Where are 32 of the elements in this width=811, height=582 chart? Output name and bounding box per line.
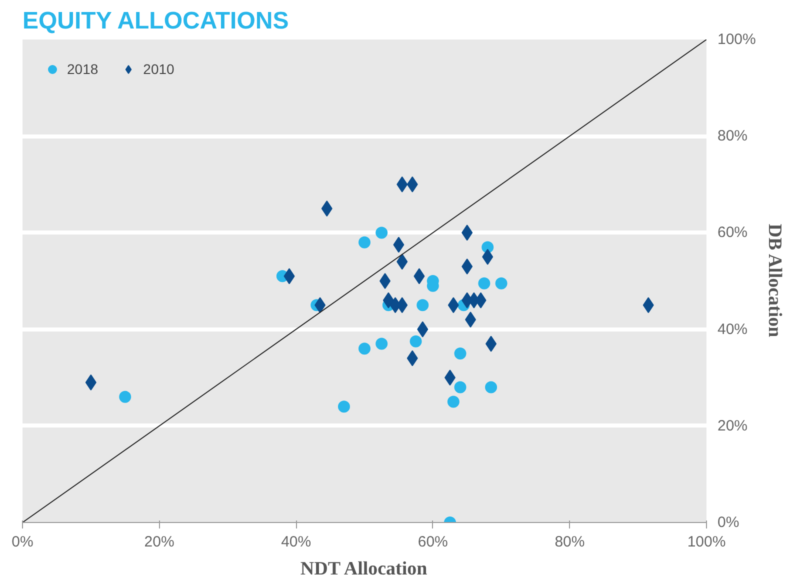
y-tick-label: 40% xyxy=(718,320,748,338)
y-tick-label: 100% xyxy=(718,31,756,48)
point xyxy=(454,347,466,360)
y-tick-label: 20% xyxy=(718,417,748,434)
x-tick-label: 20% xyxy=(144,534,174,550)
point xyxy=(376,338,388,350)
point xyxy=(380,273,391,289)
point xyxy=(376,226,388,239)
point xyxy=(447,396,460,408)
x-tick-label: 40% xyxy=(281,534,312,550)
y-tick-label: 80% xyxy=(718,128,748,145)
point xyxy=(485,381,498,394)
x-tick-label: 80% xyxy=(554,534,585,550)
chart-title: EQUITY ALLOCATIONS xyxy=(22,8,289,34)
point xyxy=(478,277,490,290)
legend-label: 2010 xyxy=(143,61,174,77)
x-tick-label: 60% xyxy=(418,534,448,550)
point xyxy=(358,236,370,248)
point xyxy=(338,400,350,413)
y-tick-label: 60% xyxy=(718,224,748,242)
y-tick-label: 0% xyxy=(718,514,740,531)
x-tick-label: 0% xyxy=(12,534,34,550)
point xyxy=(358,342,370,355)
point xyxy=(119,390,132,403)
x-axis-title: NDT Allocation xyxy=(300,558,428,580)
point xyxy=(416,299,429,312)
y-axis-title: DB Allocation xyxy=(764,224,785,338)
x-tick-label: 100% xyxy=(687,534,726,550)
point xyxy=(454,381,466,394)
legend-label: 2018 xyxy=(67,61,98,77)
point xyxy=(410,335,422,348)
point xyxy=(495,277,508,290)
